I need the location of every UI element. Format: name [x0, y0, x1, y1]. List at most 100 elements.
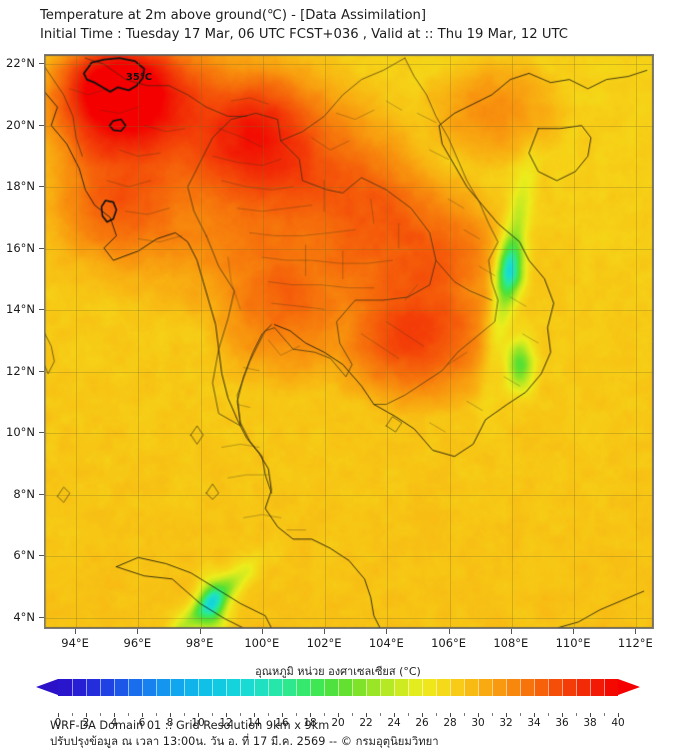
colorbar-separator — [156, 679, 157, 696]
colorbar-tick — [58, 713, 59, 717]
colorbar-tick — [240, 713, 241, 716]
gridline-vertical — [636, 55, 638, 628]
x-axis-label: 102°E — [306, 636, 342, 650]
colorbar-separator — [128, 679, 129, 696]
colorbar-gradient — [58, 679, 619, 696]
y-axis-tick — [39, 616, 44, 618]
colorbar-tick — [212, 713, 213, 716]
colorbar-segment — [436, 679, 451, 696]
colorbar-tick — [282, 713, 283, 717]
colorbar-tick — [72, 713, 73, 716]
colorbar-tick-label: 14 — [247, 717, 261, 729]
colorbar-tick — [576, 713, 577, 716]
colorbar-segment — [86, 679, 101, 696]
y-axis-tick — [39, 370, 44, 372]
forecast-time-line: Initial Time : Tuesday 17 Mar, 06 UTC FC… — [40, 27, 568, 42]
colorbar-segment — [72, 679, 87, 696]
gridline-horizontal — [45, 187, 653, 189]
colorbar-segment — [450, 679, 465, 696]
colorbar-separator — [604, 679, 605, 696]
colorbar-tick-label: 32 — [499, 717, 513, 729]
colorbar-segment — [394, 679, 409, 696]
x-axis-tick — [510, 629, 512, 634]
gridline-vertical — [325, 55, 327, 628]
x-axis-tick — [635, 629, 637, 634]
colorbar-segment — [534, 679, 549, 696]
colorbar-tick — [338, 713, 339, 717]
x-axis-tick — [75, 629, 77, 634]
y-axis-tick — [39, 63, 44, 65]
colorbar-tick-label: 24 — [387, 717, 401, 729]
gridline-horizontal — [45, 371, 653, 373]
colorbar-segment — [478, 679, 493, 696]
colorbar-segment — [128, 679, 143, 696]
colorbar-tick — [198, 713, 199, 717]
y-axis-label: 10°N — [6, 425, 35, 440]
colorbar-segment — [212, 679, 227, 696]
y-axis-tick — [39, 309, 44, 311]
colorbar-separator — [478, 679, 479, 696]
colorbar-separator — [548, 679, 549, 696]
colorbar-segment — [604, 679, 619, 696]
colorbar-tick — [156, 713, 157, 716]
colorbar-separator — [506, 679, 507, 696]
colorbar-segment — [506, 679, 521, 696]
x-axis-label: 94°E — [61, 636, 89, 650]
colorbar-extend-low-arrow — [36, 679, 58, 695]
colorbar-tick-label: 10 — [191, 717, 205, 729]
colorbar-segment — [380, 679, 395, 696]
colorbar-tick — [128, 713, 129, 716]
colorbar-separator — [86, 679, 87, 696]
temperature-field-canvas — [45, 55, 653, 628]
gridline-horizontal — [45, 248, 653, 250]
page-title: Temperature at 2m above ground(℃) - [Dat… — [40, 8, 427, 23]
gridline-vertical — [138, 55, 140, 628]
colorbar-separator — [338, 679, 339, 696]
x-axis-tick — [261, 629, 263, 634]
colorbar-separator — [352, 679, 353, 696]
x-axis-label: 106°E — [431, 636, 467, 650]
colorbar-tick-label: 30 — [471, 717, 485, 729]
colorbar-segment — [310, 679, 325, 696]
y-axis-tick — [39, 186, 44, 188]
colorbar-tick — [478, 713, 479, 717]
colorbar-segment — [100, 679, 115, 696]
gridline-horizontal — [45, 433, 653, 435]
colorbar-tick — [142, 713, 143, 717]
colorbar-tick-label: 12 — [219, 717, 233, 729]
chart-header: Temperature at 2m above ground(℃) - [Dat… — [40, 6, 660, 44]
colorbar-segment — [240, 679, 255, 696]
colorbar-tick — [534, 713, 535, 717]
colorbar-tick — [380, 713, 381, 716]
colorbar-separator — [436, 679, 437, 696]
colorbar-separator — [226, 679, 227, 696]
colorbar-separator — [212, 679, 213, 696]
colorbar-segment — [170, 679, 185, 696]
colorbar-segment — [184, 679, 199, 696]
colorbar-segment — [464, 679, 479, 696]
y-axis-label: 8°N — [13, 486, 35, 501]
colorbar-segment — [198, 679, 213, 696]
colorbar-separator — [576, 679, 577, 696]
colorbar-segment — [324, 679, 339, 696]
gridline-vertical — [511, 55, 513, 628]
colorbar-tick — [492, 713, 493, 716]
colorbar-separator — [100, 679, 101, 696]
gridline-horizontal — [45, 494, 653, 496]
colorbar-tick — [604, 713, 605, 716]
colorbar-segment — [114, 679, 129, 696]
colorbar-segment — [156, 679, 171, 696]
colorbar-tick-label: 28 — [443, 717, 457, 729]
colorbar-separator — [170, 679, 171, 696]
colorbar-tick — [450, 713, 451, 717]
temperature-map-plot: 35°C — [44, 54, 654, 629]
gridline-horizontal — [45, 125, 653, 127]
colorbar-segment — [590, 679, 605, 696]
y-axis-label: 16°N — [6, 240, 35, 255]
colorbar-tick — [86, 713, 87, 717]
y-axis-label: 12°N — [6, 363, 35, 378]
colorbar-tick — [506, 713, 507, 717]
gridline-vertical — [76, 55, 78, 628]
colorbar-tick-label: 2 — [82, 717, 90, 729]
